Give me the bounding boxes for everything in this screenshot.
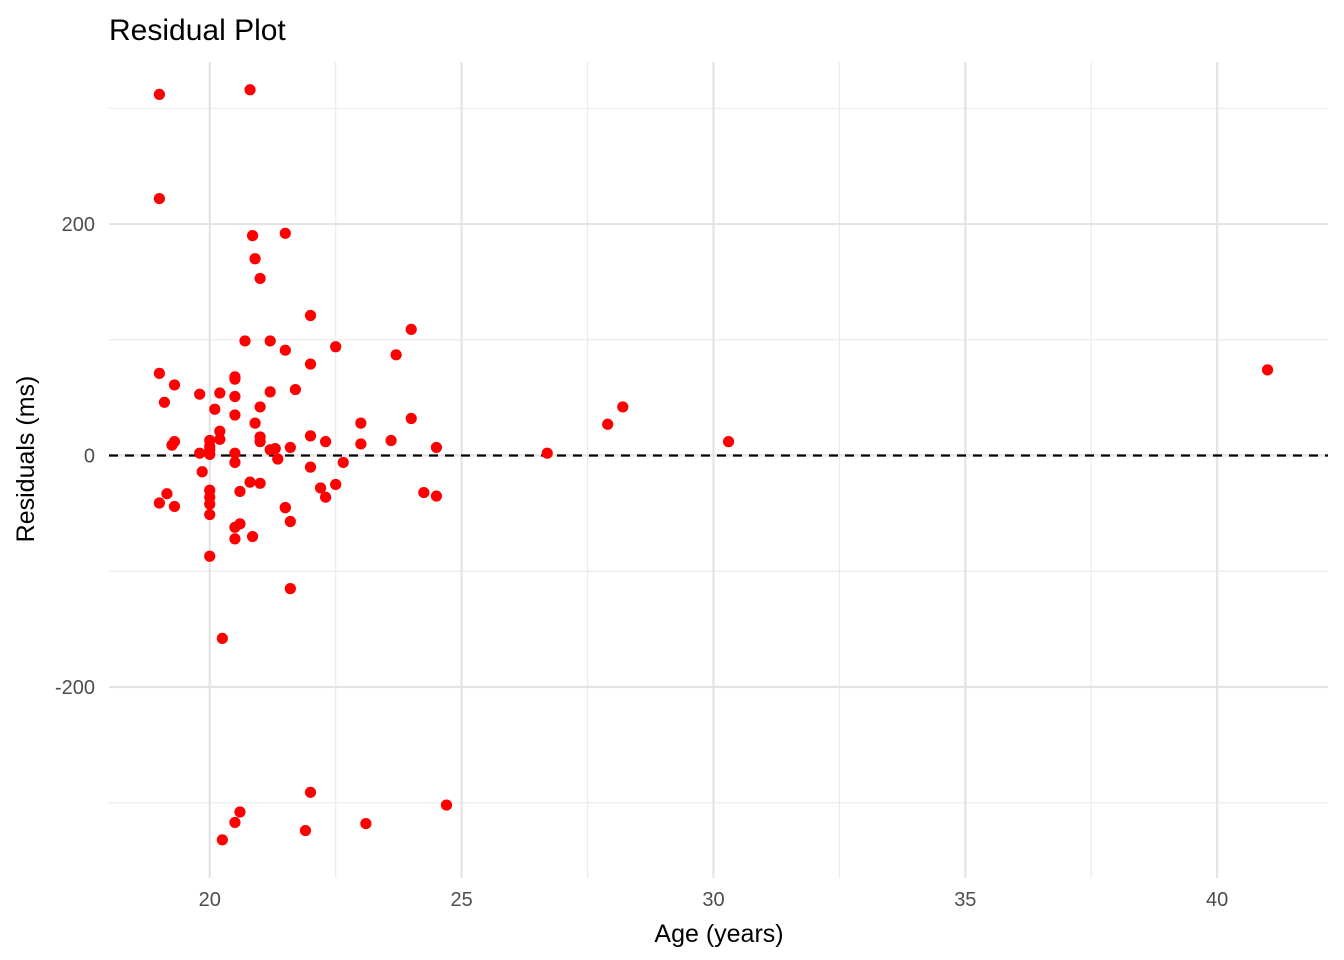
data-point [405, 323, 417, 335]
data-point [204, 498, 216, 510]
data-point [272, 453, 284, 465]
x-axis-title: Age (years) [654, 920, 783, 948]
data-point [229, 521, 241, 533]
data-point [229, 409, 241, 421]
data-point [360, 818, 372, 830]
data-point [284, 441, 296, 454]
data-point [153, 367, 165, 379]
y-tick-label: -200 [55, 677, 95, 699]
data-point [166, 439, 178, 451]
data-point [264, 386, 276, 398]
data-point [229, 447, 241, 459]
data-point [153, 497, 165, 509]
data-point [234, 485, 246, 498]
data-point [330, 478, 342, 491]
data-point [229, 373, 241, 385]
y-tick-label: 0 [84, 446, 95, 468]
data-point [153, 88, 165, 101]
data-points [153, 84, 1274, 846]
data-point [304, 309, 317, 322]
data-point [244, 84, 256, 96]
y-axis-tick-labels: -200 0 200 [55, 214, 95, 699]
data-point [214, 433, 226, 445]
data-point [430, 490, 443, 502]
data-point [269, 442, 281, 455]
data-point [214, 387, 226, 399]
data-point [194, 388, 206, 400]
data-point [337, 456, 349, 469]
data-point [161, 488, 173, 500]
data-point [289, 383, 301, 396]
data-point [229, 456, 241, 469]
data-point [314, 482, 327, 494]
minor-gridlines [109, 62, 1328, 878]
data-point [153, 192, 165, 205]
data-point [196, 466, 208, 478]
data-point [204, 448, 216, 460]
data-point [405, 412, 417, 425]
data-point [541, 447, 553, 459]
x-tick-label: 25 [450, 889, 472, 911]
data-point [355, 438, 367, 450]
data-point [214, 425, 226, 437]
data-point [168, 379, 181, 391]
data-point [304, 786, 317, 798]
data-point [284, 583, 296, 595]
data-point [216, 632, 228, 645]
x-tick-label: 20 [199, 889, 221, 911]
data-point [304, 358, 317, 370]
data-point [204, 550, 216, 562]
data-point [430, 441, 443, 454]
data-point [244, 476, 256, 488]
data-point [440, 799, 453, 811]
y-tick-label: 200 [62, 214, 95, 236]
data-point [299, 824, 312, 837]
chart-title: Residual Plot [109, 14, 286, 47]
data-point [246, 230, 259, 242]
data-point [722, 436, 735, 448]
data-point [279, 344, 291, 356]
data-point [330, 341, 342, 353]
data-point [1261, 364, 1274, 376]
data-point [355, 417, 367, 429]
data-point [249, 253, 261, 265]
data-point [279, 502, 291, 514]
data-point [254, 272, 266, 285]
data-point [319, 436, 332, 448]
data-point [254, 436, 266, 448]
data-point [254, 401, 266, 413]
data-point [194, 447, 206, 459]
data-point [385, 434, 397, 447]
data-point [216, 834, 228, 846]
data-point [390, 349, 402, 361]
data-point [617, 401, 629, 413]
x-tick-label: 40 [1206, 889, 1228, 911]
data-point [239, 335, 251, 347]
data-point [209, 403, 221, 415]
data-point [158, 396, 171, 408]
x-axis-tick-labels: 20 25 30 35 40 [199, 889, 1229, 911]
data-point [418, 486, 430, 499]
data-point [304, 461, 317, 473]
data-point [254, 477, 266, 489]
data-point [264, 335, 276, 347]
data-point [229, 533, 241, 545]
data-point [234, 806, 246, 818]
major-gridlines [109, 62, 1328, 878]
data-point [168, 500, 181, 513]
data-point [229, 816, 241, 829]
data-point [279, 227, 291, 239]
data-point [246, 530, 259, 543]
x-tick-label: 30 [702, 889, 724, 911]
data-point [204, 508, 216, 521]
data-point [319, 491, 332, 503]
data-point [249, 417, 261, 429]
x-tick-label: 35 [954, 889, 976, 911]
y-axis-title: Residuals (ms) [12, 376, 40, 543]
data-point [229, 390, 241, 403]
data-point [304, 430, 317, 442]
data-point [284, 515, 296, 528]
data-point [602, 418, 614, 430]
